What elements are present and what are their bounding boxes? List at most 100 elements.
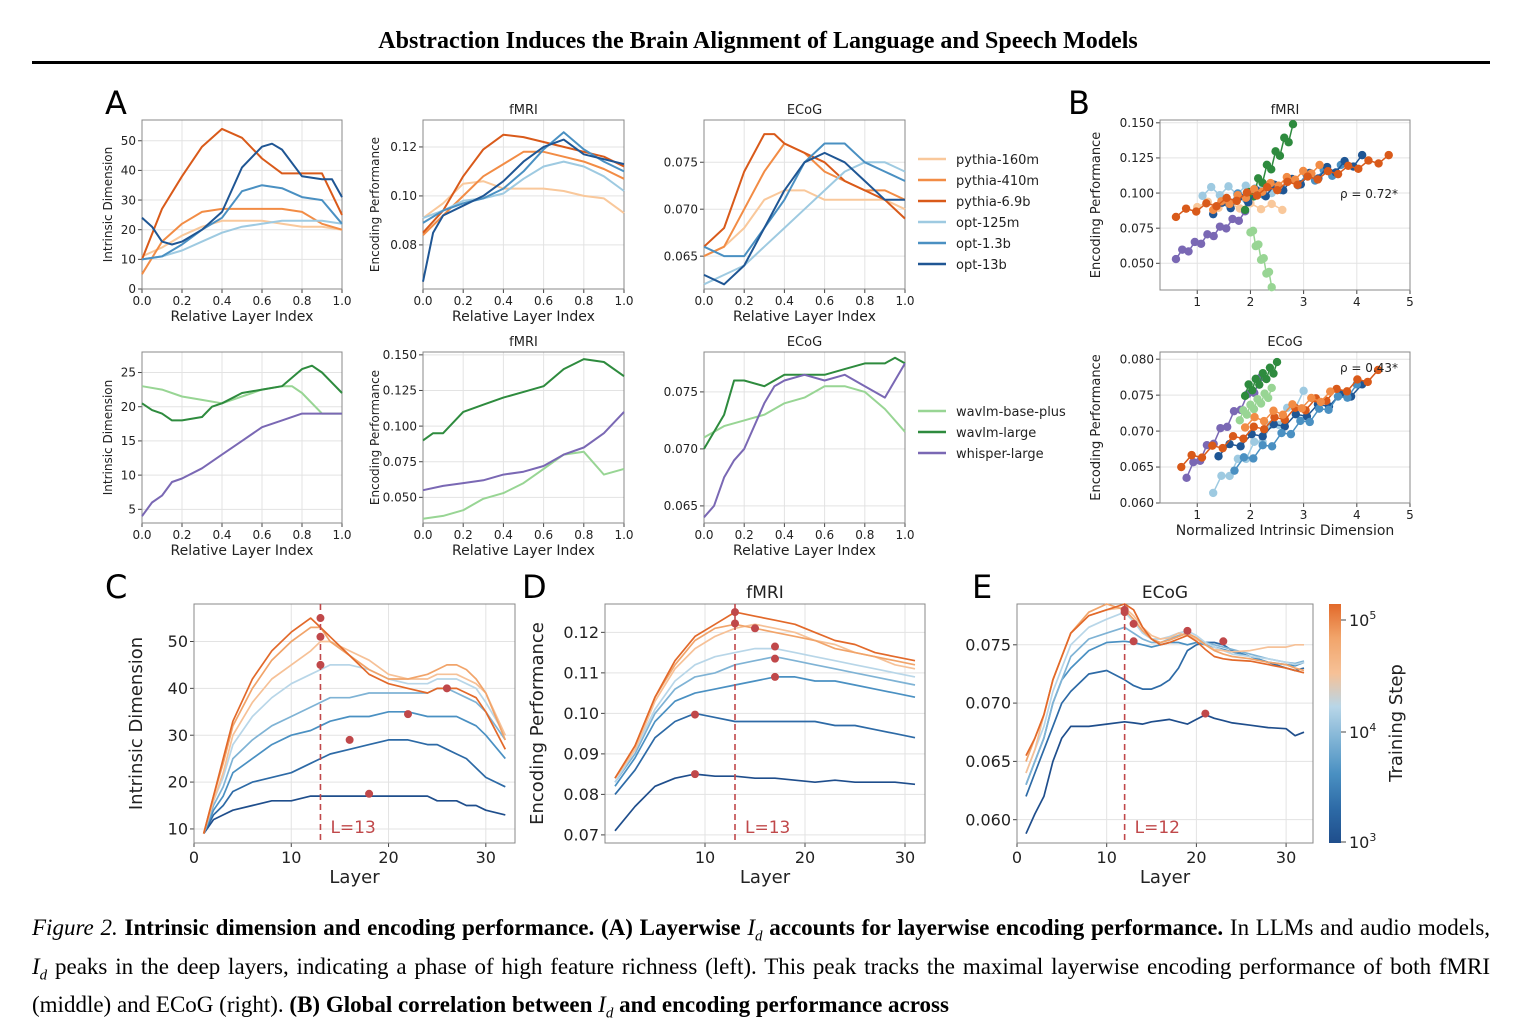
series-line-pythia-160m: [422, 180, 625, 219]
y-axis-label: Encoding Performance: [368, 137, 382, 272]
y-tick-label: 0.065: [664, 249, 698, 263]
x-tick-label: 30: [1276, 848, 1296, 867]
y-tick-label: 10: [168, 820, 188, 839]
y-tick-label: 0.050: [1120, 257, 1154, 271]
training-step-line: [202, 710, 506, 834]
peak-layer-label: L=13: [745, 818, 790, 838]
scatter-point-pythia-6.9b: [1181, 204, 1191, 213]
x-tick-label: 4: [1353, 295, 1361, 309]
y-axis-label: Encoding Performance: [527, 622, 548, 825]
scatter-point-pythia-6.9b: [1242, 188, 1252, 197]
scatter-point-pythia-6.9b: [1363, 377, 1372, 387]
y-tick-label: 0.150: [1120, 116, 1154, 130]
y-tick-label: 15: [121, 434, 136, 448]
x-tick-label: 0.0: [132, 294, 151, 308]
y-axis-label: Encoding Performance: [1089, 354, 1104, 500]
x-axis-label: Normalized Intrinsic Dimension: [1176, 523, 1395, 539]
scatter-point-opt-125m: [1208, 488, 1218, 498]
y-tick-label: 0.070: [965, 694, 1011, 713]
x-tick-label: 0.2: [735, 294, 754, 308]
panel-label-a: A: [105, 84, 127, 122]
x-tick-label: 0.0: [694, 294, 713, 308]
x-tick-label: 0: [1012, 848, 1022, 867]
scatter-point-pythia-6.9b: [1273, 185, 1282, 195]
training-step-line: [202, 617, 507, 834]
training-step-line: [614, 611, 916, 779]
scatter-point-opt-125m: [1225, 471, 1234, 481]
scatter-point-wavlm-large: [1240, 205, 1250, 215]
x-tick-label: 0.4: [775, 294, 794, 308]
y-tick-label: 0.075: [664, 385, 698, 399]
training-step-line: [614, 773, 916, 832]
series-line-pythia-160m: [141, 219, 343, 258]
legend-label-wavlm-base-plus: wavlm-base-plus: [956, 405, 1066, 420]
scatter-point-opt-125m: [1241, 181, 1250, 190]
scatter-point-pythia-410m: [1259, 416, 1269, 426]
scatter-point-opt-13b: [1258, 432, 1267, 441]
scatter-point-pythia-410m: [1316, 397, 1325, 407]
series-line-opt-13b: [141, 142, 343, 246]
scatter-point-pythia-6.9b: [1249, 422, 1258, 431]
x-tick-label: 20: [1186, 848, 1206, 867]
chart-title: ECoG: [787, 335, 822, 350]
series-line-opt-1.3b: [141, 184, 343, 261]
colorbar-label: Training Step: [1386, 664, 1407, 783]
scatter-point-whisper-large: [1234, 216, 1244, 225]
panel-label-b: B: [1068, 84, 1090, 122]
training-step-line: [614, 712, 916, 795]
y-tick-label: 0.100: [1120, 186, 1154, 200]
header-rule: [32, 61, 1490, 64]
scatter-point-pythia-410m: [1240, 423, 1250, 432]
scatter-point-pythia-6.9b: [1303, 172, 1312, 181]
training-step-line: [1025, 611, 1305, 774]
x-tick-label: 0.0: [413, 528, 432, 542]
running-header: Abstraction Induces the Brain Alignment …: [378, 28, 1138, 54]
y-tick-label: 0.07: [563, 825, 599, 844]
peak-point: [365, 789, 374, 798]
x-tick-label: 0.8: [292, 294, 311, 308]
panel-label-c: C: [105, 568, 128, 606]
series-line-opt-13b: [703, 151, 905, 286]
caption-id-symbol-2: Id: [32, 953, 48, 984]
scatter-point-pythia-6.9b: [1374, 159, 1383, 168]
x-tick-label: 20: [795, 848, 815, 867]
y-tick-label: 0.08: [390, 238, 417, 252]
x-axis-label: Relative Layer Index: [733, 543, 876, 559]
y-tick-label: 0.075: [965, 635, 1011, 654]
plot-frame: [604, 603, 926, 844]
x-axis-label: Relative Layer Index: [171, 543, 314, 559]
peak-point: [1201, 709, 1210, 718]
scatter-point-opt-13b: [1291, 410, 1301, 419]
x-tick-label: 0.8: [292, 528, 311, 542]
series-line-pythia-6.9b: [422, 133, 625, 234]
caption-text-1: In LLMs and audio models,: [1229, 915, 1491, 940]
scatter-point-wavlm-base-plus: [1254, 240, 1263, 249]
training-step-line: [202, 626, 507, 834]
scatter-point-pythia-6.9b: [1192, 207, 1201, 216]
scatter-point-pythia-6.9b: [1218, 443, 1227, 453]
x-axis-label: Layer: [329, 867, 380, 888]
scatter-point-opt-1.3b: [1343, 393, 1352, 402]
scatter-point-pythia-160m: [1256, 205, 1266, 214]
plot-frame: [422, 119, 625, 290]
scatter-point-pythia-6.9b: [1313, 175, 1323, 184]
legend-label-opt-1.3b: opt-1.3b: [956, 237, 1011, 252]
scatter-point-pythia-6.9b: [1259, 425, 1269, 434]
scatter-trace-pythia-410m: [1244, 390, 1331, 429]
x-tick-label: 0.2: [735, 528, 754, 542]
scatter-point-pythia-6.9b: [1332, 384, 1341, 394]
peak-point: [316, 614, 325, 623]
y-tick-label: 0.075: [1120, 388, 1154, 402]
legend-label-pythia-160m: pythia-160m: [956, 153, 1039, 168]
x-tick-label: 0.4: [494, 294, 513, 308]
x-tick-label: 0.6: [815, 528, 834, 542]
scatter-point-opt-1.3b: [1333, 392, 1343, 401]
x-axis-label: Relative Layer Index: [171, 309, 314, 325]
x-tick-label: 5: [1406, 508, 1414, 522]
y-axis-label: Intrinsic Dimension: [101, 147, 115, 263]
x-tick-label: 5: [1406, 295, 1414, 309]
training-step-line: [202, 739, 506, 834]
training-step-line: [202, 664, 507, 834]
scatter-point-wavlm-large: [1255, 380, 1264, 389]
scatter-point-opt-125m: [1206, 182, 1216, 192]
